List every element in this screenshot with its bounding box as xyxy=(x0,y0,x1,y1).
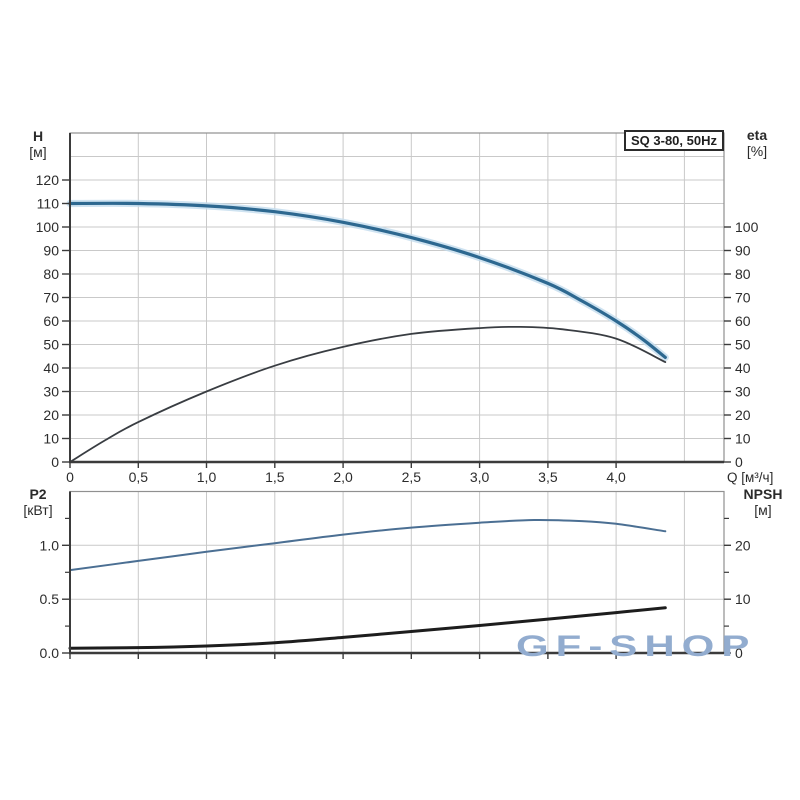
svg-text:30: 30 xyxy=(735,384,751,400)
svg-text:100: 100 xyxy=(735,219,759,235)
npsh-axis-symbol: NPSH xyxy=(743,486,783,502)
svg-text:0: 0 xyxy=(735,454,743,470)
svg-text:3,0: 3,0 xyxy=(470,469,490,485)
q-axis-label: Q [м³/ч] xyxy=(727,470,774,485)
eta-axis-symbol: eta xyxy=(746,127,768,143)
svg-text:80: 80 xyxy=(735,266,751,282)
svg-text:0,5: 0,5 xyxy=(129,469,149,485)
svg-text:70: 70 xyxy=(735,290,751,306)
pump-model-badge: SQ 3-80, 50Hz xyxy=(624,130,724,151)
svg-text:100: 100 xyxy=(36,219,60,235)
eta-axis-title: eta [%] xyxy=(736,127,778,159)
npsh-axis-unit: [м] xyxy=(754,502,772,518)
svg-text:0: 0 xyxy=(51,454,59,470)
svg-text:120: 120 xyxy=(36,172,60,188)
svg-text:3,5: 3,5 xyxy=(538,469,558,485)
shop-watermark: GF-SHOP xyxy=(516,630,757,663)
svg-text:60: 60 xyxy=(43,313,59,329)
svg-text:50: 50 xyxy=(735,337,751,353)
svg-text:0: 0 xyxy=(735,645,743,661)
h-axis-symbol: H xyxy=(32,128,44,144)
svg-text:2,5: 2,5 xyxy=(402,469,422,485)
p2-axis-title: P2 [кВт] xyxy=(14,486,62,518)
h-axis-unit: [м] xyxy=(29,144,47,160)
svg-text:20: 20 xyxy=(735,407,751,423)
p2-axis-symbol: P2 xyxy=(29,486,47,502)
svg-text:40: 40 xyxy=(735,360,751,376)
h-axis-title: H [м] xyxy=(20,128,56,160)
svg-text:0.0: 0.0 xyxy=(40,645,60,661)
svg-text:20: 20 xyxy=(735,537,751,553)
p2-axis-unit: [кВт] xyxy=(23,502,53,518)
svg-text:10: 10 xyxy=(43,431,59,447)
svg-text:1,0: 1,0 xyxy=(197,469,217,485)
svg-text:1.0: 1.0 xyxy=(40,537,60,553)
npsh-axis-title: NPSH [м] xyxy=(733,486,793,518)
svg-text:40: 40 xyxy=(43,360,59,376)
svg-text:60: 60 xyxy=(735,313,751,329)
svg-text:0: 0 xyxy=(66,469,74,485)
svg-text:50: 50 xyxy=(43,337,59,353)
svg-text:2,0: 2,0 xyxy=(333,469,353,485)
svg-text:110: 110 xyxy=(37,196,60,212)
svg-text:70: 70 xyxy=(43,290,59,306)
svg-text:10: 10 xyxy=(735,591,751,607)
svg-text:90: 90 xyxy=(735,243,751,259)
svg-text:30: 30 xyxy=(43,384,59,400)
svg-text:90: 90 xyxy=(43,243,59,259)
svg-text:0.5: 0.5 xyxy=(40,591,60,607)
svg-text:10: 10 xyxy=(735,431,751,447)
svg-text:4,0: 4,0 xyxy=(606,469,626,485)
svg-text:1,5: 1,5 xyxy=(265,469,285,485)
svg-text:20: 20 xyxy=(43,407,59,423)
eta-axis-unit: [%] xyxy=(746,143,768,159)
svg-text:80: 80 xyxy=(43,266,59,282)
